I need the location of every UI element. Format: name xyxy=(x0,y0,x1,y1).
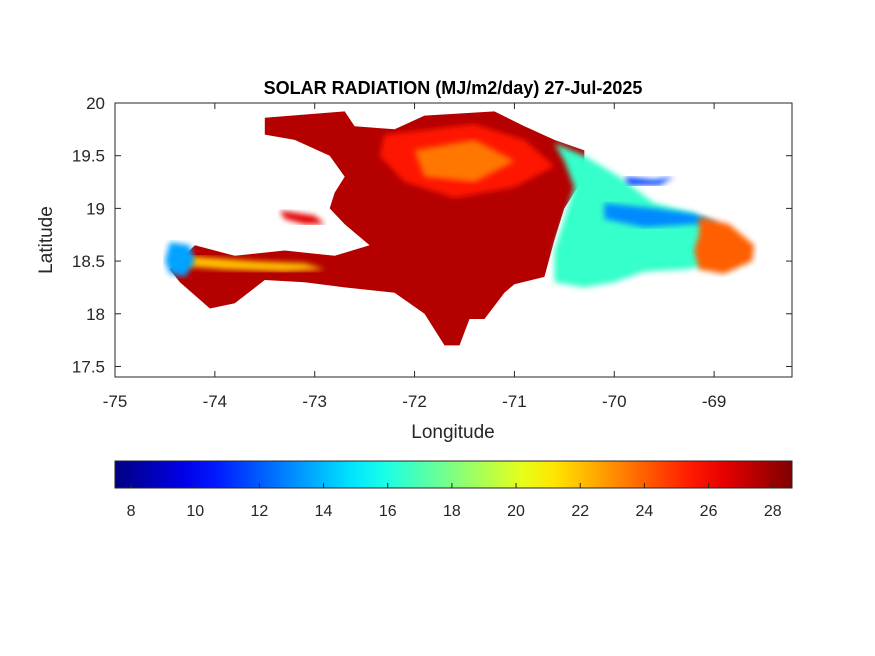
x-tick-label: -72 xyxy=(402,392,427,411)
colorbar-tick-label: 22 xyxy=(571,503,589,520)
heatmap-region xyxy=(184,255,325,272)
colorbar-gradient xyxy=(114,460,793,489)
y-tick-label: 19 xyxy=(86,199,105,218)
colorbar-tick-label: 18 xyxy=(443,503,461,520)
chart-title: SOLAR RADIATION (MJ/m2/day) 27-Jul-2025 xyxy=(264,78,643,98)
heatmap-region xyxy=(694,216,755,274)
x-tick-label: -70 xyxy=(602,392,627,411)
heatmap-region xyxy=(164,242,195,277)
colorbar-tick-label: 26 xyxy=(700,503,718,520)
heatmap-region xyxy=(624,176,675,186)
y-axis-label: Latitude xyxy=(36,206,57,274)
heatmap-region xyxy=(414,139,515,182)
x-tick-label: -74 xyxy=(203,392,228,411)
y-tick-label: 17.5 xyxy=(72,357,105,376)
colorbar-tick-label: 14 xyxy=(315,503,333,520)
colorbar-tick-label: 8 xyxy=(127,503,136,520)
colorbar-tick-label: 28 xyxy=(764,503,782,520)
x-tick-label: -75 xyxy=(103,392,128,411)
colorbar-tick-label: 12 xyxy=(250,503,268,520)
heatmap-regions xyxy=(164,111,755,346)
x-tick-label: -69 xyxy=(702,392,727,411)
colorbar-tick-label: 10 xyxy=(186,503,204,520)
y-axis-ticks: 17.5 18 18.5 19 19.5 20 xyxy=(72,94,792,376)
x-axis-ticks: -75 -74 -73 -72 -71 -70 -69 xyxy=(103,103,727,411)
heatmap-region xyxy=(279,210,325,225)
y-tick-label: 19.5 xyxy=(72,147,105,166)
x-axis-label: Longitude xyxy=(411,422,494,443)
colorbar-tick-label: 24 xyxy=(636,503,654,520)
colorbar: 8 10 12 14 16 18 20 22 24 26 28 xyxy=(114,460,793,520)
colorbar-tick-label: 16 xyxy=(379,503,397,520)
colorbar-tick-label: 20 xyxy=(507,503,525,520)
plot-frame xyxy=(114,102,793,378)
y-tick-label: 18.5 xyxy=(72,252,105,271)
colorbar-ticks: 8 10 12 14 16 18 20 22 24 26 28 xyxy=(127,483,782,520)
y-tick-label: 20 xyxy=(86,94,105,113)
y-tick-label: 18 xyxy=(86,305,105,324)
x-tick-label: -71 xyxy=(502,392,527,411)
map-plot-area: -75 -74 -73 -72 -71 -70 -69 17.5 18 18.5 19 19.5 20 xyxy=(72,94,793,411)
heatmap-region xyxy=(604,203,720,228)
x-tick-label: -73 xyxy=(302,392,327,411)
